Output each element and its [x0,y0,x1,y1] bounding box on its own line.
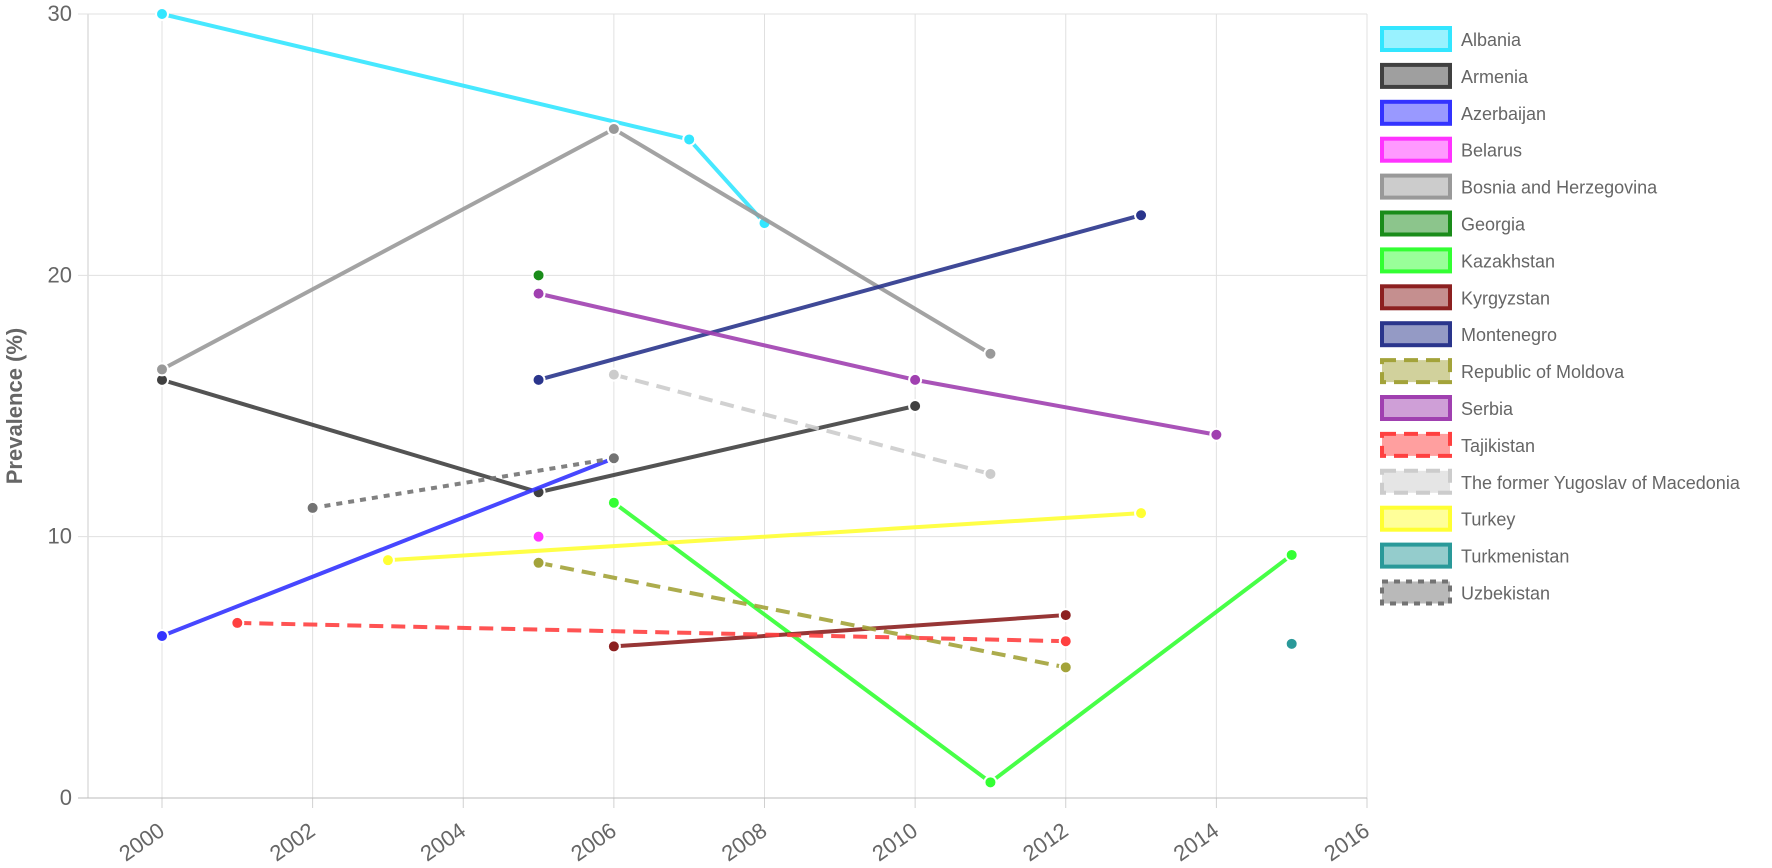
data-point-kazakhstan [606,495,621,510]
legend-swatch-georgia[interactable] [1380,210,1452,237]
legend-swatch-tajikistan[interactable] [1380,431,1452,458]
legend-swatch-turkey[interactable] [1380,505,1452,532]
data-point-serbia [908,372,923,387]
data-point-belarus [531,529,546,544]
series-line-armenia [161,377,916,495]
x-tick-label: 2012 [1018,818,1072,867]
data-point-montenegro [1134,208,1149,223]
series-line-montenegro [538,213,1142,382]
y-tick-label: 20 [48,262,72,287]
legend-label-turkmenistan[interactable]: Turkmenistan [1461,547,1569,567]
legend-label-uzbekistan[interactable]: Uzbekistan [1461,584,1550,604]
tick-labels: 0 10 20 30 2000 2002 2004 2006 2008 2010 2012 2014 2… [48,1,1374,866]
legend-label-albania[interactable]: Albania [1461,30,1522,50]
series-line-the-former-yugoslav-of-macedonia [613,372,991,476]
data-point-turkey [380,553,395,568]
legend-label-kyrgyzstan[interactable]: Kyrgyzstan [1461,288,1550,308]
data-point-the-former-yugoslav-of-macedonia [606,367,621,382]
legend-swatch-armenia[interactable] [1380,62,1452,89]
data-point-bosnia-and-herzegovina [606,121,621,136]
data-point-republic-of-moldova [1058,660,1073,675]
data-point-georgia [531,268,546,283]
x-tick-label: 2016 [1319,818,1373,867]
legend-swatch-turkmenistan[interactable] [1380,542,1452,569]
x-tick-label: 2008 [717,818,771,867]
y-tick-label: 30 [48,1,72,26]
series-line-kyrgyzstan [613,613,1066,649]
series-line-azerbaijan [161,456,615,638]
legend-label-azerbaijan[interactable]: Azerbaijan [1461,104,1546,124]
legend-label-serbia[interactable]: Serbia [1461,399,1514,419]
data-point-albania [155,7,169,21]
data-point-armenia [908,399,923,413]
data-point-uzbekistan [305,500,320,515]
data-point-montenegro [531,372,546,387]
legend-label-kazakhstan[interactable]: Kazakhstan [1461,251,1555,271]
legend-swatch-serbia[interactable] [1380,395,1452,421]
legend-swatch-montenegro[interactable] [1380,321,1452,348]
y-tick-label: 10 [48,524,72,549]
legend-swatch-republic-of-moldova[interactable] [1380,358,1452,385]
series-line-uzbekistan [312,456,615,510]
data-point-tajikistan [230,615,245,630]
data-point-azerbaijan [155,628,169,643]
data-point-tajikistan [1058,634,1073,649]
x-tick-label: 2014 [1169,818,1223,867]
data-point-kyrgyzstan [606,639,621,654]
legend-swatch-belarus[interactable] [1380,136,1452,163]
legend-swatch-the-former-yugoslav-of-macedonia[interactable] [1380,468,1452,495]
legend-swatch-uzbekistan[interactable] [1380,579,1452,606]
series-line-bosnia-and-herzegovina [161,126,992,372]
x-tick-label: 2006 [566,818,620,867]
y-tick-label: 0 [60,785,72,810]
y-axis-label: Prevalence (%) [2,328,27,485]
data-point-kyrgyzstan [1058,608,1073,623]
legend-label-republic-of-moldova[interactable]: Republic of Moldova [1461,362,1625,382]
data-point-kazakhstan [1284,547,1299,562]
legend-label-belarus[interactable]: Belarus [1461,141,1522,161]
data-point-serbia [531,286,546,301]
legend-label-armenia[interactable]: Armenia [1461,67,1529,87]
data-point-albania [682,132,697,147]
data-point-turkmenistan [1284,636,1299,651]
legend-label-montenegro[interactable]: Montenegro [1461,325,1557,345]
data-point-turkey [1134,506,1149,521]
legend-label-turkey[interactable]: Turkey [1461,510,1515,530]
data-point-bosnia-and-herzegovina [983,346,998,361]
series-group [155,7,1299,790]
series-line-republic-of-moldova [538,560,1067,670]
data-point-the-former-yugoslav-of-macedonia [983,466,998,481]
data-point-kazakhstan [983,775,998,790]
series-line-turkey [387,511,1142,563]
legend-swatch-albania[interactable] [1380,26,1452,52]
x-tick-label: 2004 [416,818,470,867]
x-tick-label: 2010 [868,818,922,867]
data-point-bosnia-and-herzegovina [155,362,169,377]
data-point-uzbekistan [606,451,621,466]
legend-swatch-kazakhstan[interactable] [1380,247,1452,274]
legend-label-the-former-yugoslav-of-macedonia[interactable]: The former Yugoslav of Macedonia [1461,473,1741,493]
x-tick-label: 2002 [265,818,319,867]
legend-swatch-azerbaijan[interactable] [1380,99,1452,126]
legend-swatch-kyrgyzstan[interactable] [1380,284,1452,311]
series-line-tajikistan [237,620,1066,644]
legend: Albania Armenia Azerbaijan Belarus Bosnia an… [1380,26,1741,606]
data-point-republic-of-moldova [531,555,546,570]
data-point-serbia [1209,427,1224,442]
legend-swatch-bosnia-and-herzegovina[interactable] [1380,173,1452,200]
x-tick-label: 2000 [114,818,168,867]
series-line-kazakhstan [612,501,1293,785]
legend-label-georgia[interactable]: Georgia [1461,215,1526,235]
legend-label-tajikistan[interactable]: Tajikistan [1461,436,1535,456]
legend-label-bosnia-and-herzegovina[interactable]: Bosnia and Herzegovina [1461,178,1658,198]
